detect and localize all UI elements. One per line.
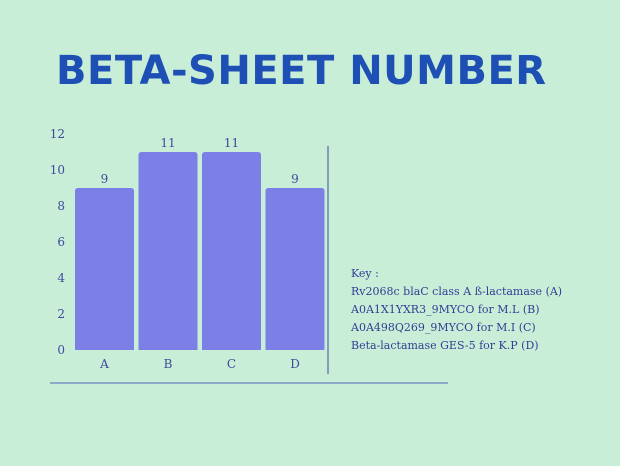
key-item: A0A1X1YXR3_9MYCO for M.L (B)	[351, 303, 540, 316]
page-title: BETA-SHEET NUMBER	[56, 48, 547, 94]
key-item: Rv2068c blaC class A ß-lactamase (A)	[351, 285, 563, 298]
category-label: A	[99, 357, 109, 371]
bar-a	[75, 188, 134, 350]
bar-value-label: 11	[224, 136, 239, 150]
category-label: B	[164, 357, 173, 371]
bar-d	[265, 188, 325, 350]
key-item: A0A498Q269_9MYCO for M.I (C)	[351, 321, 536, 334]
category-labels: A B C D	[99, 357, 300, 371]
y-tick-label: 8	[57, 199, 65, 213]
bar-value-label: 9	[291, 172, 299, 186]
bars	[75, 152, 325, 350]
y-tick-label: 2	[57, 307, 65, 321]
y-tick-label: 4	[57, 271, 65, 285]
bar-c	[202, 152, 261, 350]
y-tick-label: 0	[57, 343, 65, 357]
y-tick-label: 6	[57, 235, 65, 249]
bar-b	[138, 152, 198, 350]
y-axis-ticks: 0 2 4 6 8 10 12	[50, 127, 66, 357]
bar-value-label: 9	[101, 172, 109, 186]
value-labels: 9 11 11 9	[101, 136, 299, 186]
category-label: C	[227, 357, 236, 371]
key-item: Beta-lactamase GES-5 for K.P (D)	[351, 339, 539, 352]
y-tick-label: 10	[50, 163, 65, 177]
key-heading: Key :	[351, 267, 379, 280]
y-tick-label: 12	[50, 127, 65, 141]
category-label: D	[290, 357, 300, 371]
bar-value-label: 11	[160, 136, 175, 150]
key-legend: Key : Rv2068c blaC class A ß-lactamase (…	[351, 265, 562, 355]
